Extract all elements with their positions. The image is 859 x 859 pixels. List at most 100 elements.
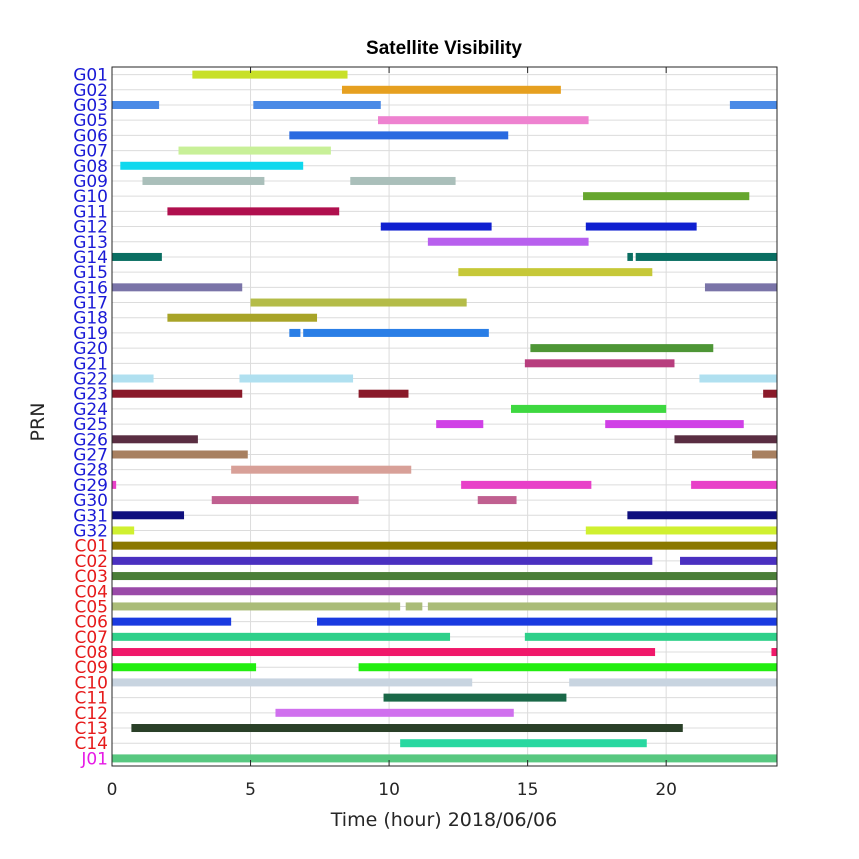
y-tick-label-g30: G30 [73,491,108,511]
y-tick-label-g21: G21 [73,354,108,374]
visibility-bar-g29 [112,480,117,489]
visibility-bar-g23 [112,389,243,398]
visibility-bar-c10 [112,678,473,687]
bars-layer [112,70,777,763]
visibility-bar-c02 [680,556,777,565]
y-tick-label-g01: G01 [73,66,108,86]
y-tick-label-g12: G12 [73,218,108,238]
visibility-bar-g20 [530,344,714,353]
visibility-bar-g25 [605,420,744,429]
visibility-bar-g25 [436,420,484,429]
visibility-bar-g09 [142,176,265,185]
y-tick-label-g03: G03 [73,96,108,116]
visibility-bar-c06 [317,617,777,626]
visibility-bar-g27 [752,450,777,459]
visibility-bar-g11 [167,207,340,216]
visibility-bar-g31 [627,511,777,520]
x-axis-label: Time (hour) 2018/06/06 [330,809,557,831]
y-tick-label-c08: C08 [74,643,108,663]
y-tick-label-c05: C05 [74,597,108,617]
y-tick-label-c11: C11 [74,689,108,709]
y-tick-label-g25: G25 [73,415,108,435]
visibility-bar-g22 [112,374,154,383]
visibility-bar-g16 [704,283,777,292]
visibility-bar-c01 [112,541,777,550]
y-tick-label-g18: G18 [73,309,108,329]
visibility-bar-c09 [112,663,257,672]
y-tick-label-g31: G31 [73,506,108,526]
visibility-bar-g10 [583,192,750,201]
visibility-bar-g22 [239,374,354,383]
y-tick-label-g05: G05 [73,111,108,131]
y-tick-label-c10: C10 [74,673,108,693]
x-tick-label: 10 [378,780,400,800]
y-tick-label-g22: G22 [73,370,108,390]
y-tick-label-c13: C13 [74,719,108,739]
y-tick-label-c02: C02 [74,552,108,572]
visibility-bar-g17 [250,298,467,307]
visibility-bar-g12 [585,222,697,231]
y-tick-label-g29: G29 [73,476,108,496]
visibility-bar-g14 [635,252,777,261]
visibility-bar-c07 [112,632,451,641]
visibility-bar-c14 [400,739,647,748]
visibility-bar-g12 [380,222,492,231]
y-tick-label-g06: G06 [73,126,108,146]
x-tick-label: 0 [107,780,118,800]
visibility-bar-g08 [120,161,304,170]
visibility-bar-g32 [112,526,135,535]
chart-title: Satellite Visibility [366,38,522,59]
y-tick-label-g08: G08 [73,157,108,177]
visibility-bar-c04 [112,587,777,596]
y-tick-label-c09: C09 [74,658,108,678]
x-tick-label: 5 [245,780,256,800]
visibility-bar-g29 [461,480,592,489]
y-tick-label-g32: G32 [73,521,108,541]
visibility-bar-g19 [289,328,301,337]
y-tick-label-g27: G27 [73,445,108,465]
visibility-bar-c10 [569,678,777,687]
visibility-bar-c05 [427,602,777,611]
y-tick-label-c07: C07 [74,628,108,648]
visibility-bar-g30 [477,496,517,505]
y-tick-label-c12: C12 [74,704,108,724]
visibility-bar-g16 [112,283,243,292]
visibility-bar-g23 [763,389,777,398]
visibility-bar-c03 [112,572,777,581]
visibility-bar-g29 [691,480,777,489]
visibility-bar-g09 [350,176,456,185]
visibility-bar-g22 [699,374,777,383]
y-tick-label-c03: C03 [74,567,108,587]
visibility-bar-g28 [231,465,412,474]
visibility-bar-g27 [112,450,248,459]
visibility-bar-c02 [112,556,653,565]
visibility-bar-c12 [275,708,514,717]
visibility-bar-g32 [585,526,777,535]
visibility-bar-g13 [427,237,589,246]
y-tick-label-c04: C04 [74,582,108,602]
x-tick-labels: 0 5 10 15 20 [107,67,677,800]
y-tick-labels: G01G02G03G05G06G07G08G09G10G11G12G13G14G… [73,66,108,770]
visibility-bar-g03 [253,100,381,109]
y-tick-label-g13: G13 [73,233,108,253]
y-tick-label-g10: G10 [73,187,108,207]
y-tick-label-g07: G07 [73,142,108,162]
visibility-bar-c13 [131,724,683,733]
y-tick-label-g17: G17 [73,294,108,314]
y-tick-label-g11: G11 [73,202,108,222]
visibility-bar-g01 [192,70,348,79]
visibility-bar-c08 [771,648,777,657]
visibility-bar-g05 [378,116,589,125]
y-tick-label-g28: G28 [73,461,108,481]
y-tick-label-c06: C06 [74,613,108,633]
visibility-bar-c11 [383,693,567,702]
visibility-bar-g14 [112,252,162,261]
visibility-bar-c09 [358,663,777,672]
visibility-bar-g03 [729,100,777,109]
visibility-bar-c05 [112,602,401,611]
visibility-bar-g31 [112,511,185,520]
visibility-bar-g24 [511,404,667,413]
y-tick-label-g14: G14 [73,248,108,268]
visibility-bar-g26 [112,435,198,444]
x-tick-label: 20 [655,780,677,800]
